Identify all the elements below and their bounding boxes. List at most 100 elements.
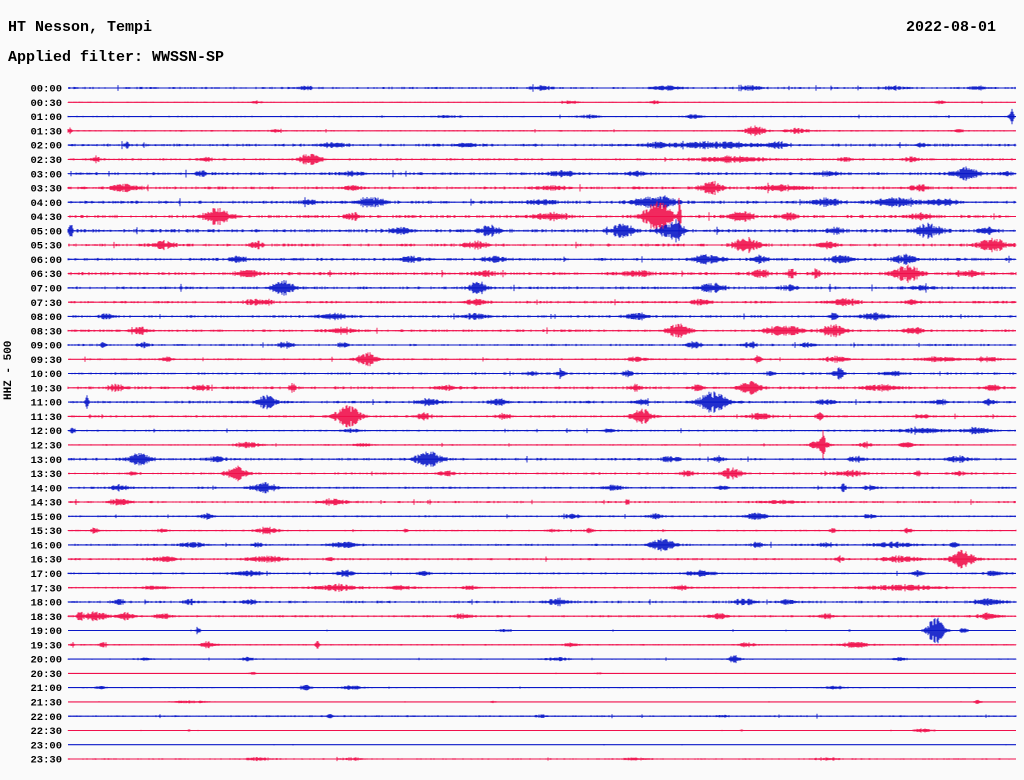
trace-row-16:00 (68, 538, 1014, 552)
trace-row-16:30 (67, 549, 1017, 569)
trace-row-21:30 (98, 699, 1016, 704)
trace-row-07:00 (67, 280, 1016, 296)
trace-row-20:30 (68, 671, 1010, 675)
trace-row-10:30 (67, 381, 1017, 395)
time-label-06:00: 06:00 (30, 255, 62, 267)
trace-row-20:00 (67, 655, 1017, 664)
time-label-12:00: 12:00 (30, 426, 62, 438)
trace-row-18:30 (67, 611, 1017, 622)
time-label-00:30: 00:30 (30, 98, 62, 110)
time-label-20:00: 20:00 (30, 655, 62, 667)
time-label-19:30: 19:30 (30, 640, 62, 652)
time-label-03:00: 03:00 (30, 169, 62, 181)
time-label-02:30: 02:30 (30, 155, 62, 167)
trace-row-18:00 (67, 597, 1017, 607)
station-title: HT Nesson, Tempi (8, 19, 153, 36)
trace-row-04:30 (67, 197, 1014, 236)
trace-row-10:00 (68, 367, 1017, 380)
time-label-13:00: 13:00 (30, 455, 62, 467)
time-label-10:30: 10:30 (30, 383, 62, 395)
time-label-14:00: 14:00 (30, 483, 62, 495)
trace-row-04:00 (67, 195, 1017, 209)
time-label-18:30: 18:30 (30, 612, 62, 624)
trace-row-09:30 (69, 352, 1017, 367)
applied-filter-label: Applied filter: WWSSN-SP (8, 49, 225, 66)
trace-row-01:30 (67, 125, 1015, 137)
time-label-03:30: 03:30 (30, 184, 62, 196)
trace-row-05:00 (67, 219, 1015, 243)
trace-row-21:00 (77, 684, 1016, 691)
time-label-21:30: 21:30 (30, 698, 62, 710)
trace-row-17:30 (68, 583, 1017, 592)
time-label-16:00: 16:00 (30, 541, 62, 553)
trace-row-08:00 (67, 312, 1017, 321)
trace-row-22:30 (67, 728, 1002, 733)
time-label-10:00: 10:00 (30, 369, 62, 381)
time-label-22:30: 22:30 (30, 726, 62, 738)
trace-row-15:00 (68, 512, 1016, 520)
time-label-01:30: 01:30 (30, 126, 62, 138)
trace-row-14:00 (70, 482, 1017, 494)
time-label-22:00: 22:00 (30, 712, 62, 724)
trace-row-22:00 (68, 713, 1017, 719)
trace-row-15:30 (67, 526, 1017, 535)
trace-row-13:30 (68, 465, 1017, 482)
trace-row-03:30 (67, 180, 1017, 195)
trace-row-00:30 (67, 100, 1016, 105)
trace-row-09:00 (67, 341, 1017, 349)
trace-row-12:30 (68, 430, 1017, 460)
trace-row-00:00 (68, 84, 1016, 92)
trace-row-06:00 (67, 253, 1017, 265)
trace-row-13:00 (67, 451, 1017, 467)
time-label-08:30: 08:30 (30, 326, 62, 338)
trace-row-12:00 (67, 426, 1016, 435)
time-label-14:30: 14:30 (30, 498, 62, 510)
time-label-13:30: 13:30 (30, 469, 62, 481)
time-label-02:00: 02:00 (30, 141, 62, 153)
trace-row-06:30 (67, 264, 1017, 283)
time-label-06:30: 06:30 (30, 269, 62, 281)
time-label-05:00: 05:00 (30, 226, 62, 238)
time-label-05:30: 05:30 (30, 241, 62, 253)
trace-row-17:00 (67, 569, 1016, 578)
trace-row-11:00 (68, 391, 1016, 413)
time-label-23:00: 23:00 (30, 740, 62, 752)
time-label-17:30: 17:30 (30, 583, 62, 595)
trace-row-03:00 (67, 166, 1017, 181)
trace-row-07:30 (68, 298, 1017, 307)
time-label-00:00: 00:00 (30, 84, 62, 96)
time-label-09:00: 09:00 (30, 341, 62, 353)
time-label-01:00: 01:00 (30, 112, 62, 124)
trace-row-08:30 (67, 323, 1016, 338)
trace-row-02:30 (67, 153, 1015, 165)
time-label-21:00: 21:00 (30, 683, 62, 695)
time-label-09:30: 09:30 (30, 355, 62, 367)
time-label-07:30: 07:30 (30, 298, 62, 310)
time-label-15:00: 15:00 (30, 512, 62, 524)
time-label-17:00: 17:00 (30, 569, 62, 581)
trace-row-05:30 (68, 237, 1017, 254)
time-label-12:30: 12:30 (30, 441, 62, 453)
trace-row-02:00 (67, 140, 1017, 150)
time-label-15:30: 15:30 (30, 526, 62, 538)
trace-row-01:00 (67, 108, 1016, 125)
trace-row-23:30 (67, 756, 1014, 762)
time-label-18:00: 18:00 (30, 598, 62, 610)
time-label-08:00: 08:00 (30, 312, 62, 324)
time-label-19:00: 19:00 (30, 626, 62, 638)
time-label-04:30: 04:30 (30, 212, 62, 224)
trace-row-14:30 (69, 498, 1016, 506)
time-label-11:30: 11:30 (30, 412, 62, 424)
trace-row-11:30 (67, 405, 1017, 428)
time-label-23:30: 23:30 (30, 755, 62, 767)
trace-row-19:00 (68, 617, 1015, 644)
time-label-11:00: 11:00 (30, 398, 62, 410)
trace-row-23:00 (273, 744, 1007, 746)
time-label-07:00: 07:00 (30, 284, 62, 296)
date-label: 2022-08-01 (905, 19, 996, 36)
time-label-16:30: 16:30 (30, 555, 62, 567)
trace-row-19:30 (68, 641, 1017, 649)
time-label-20:30: 20:30 (30, 669, 62, 681)
time-label-04:00: 04:00 (30, 198, 62, 210)
